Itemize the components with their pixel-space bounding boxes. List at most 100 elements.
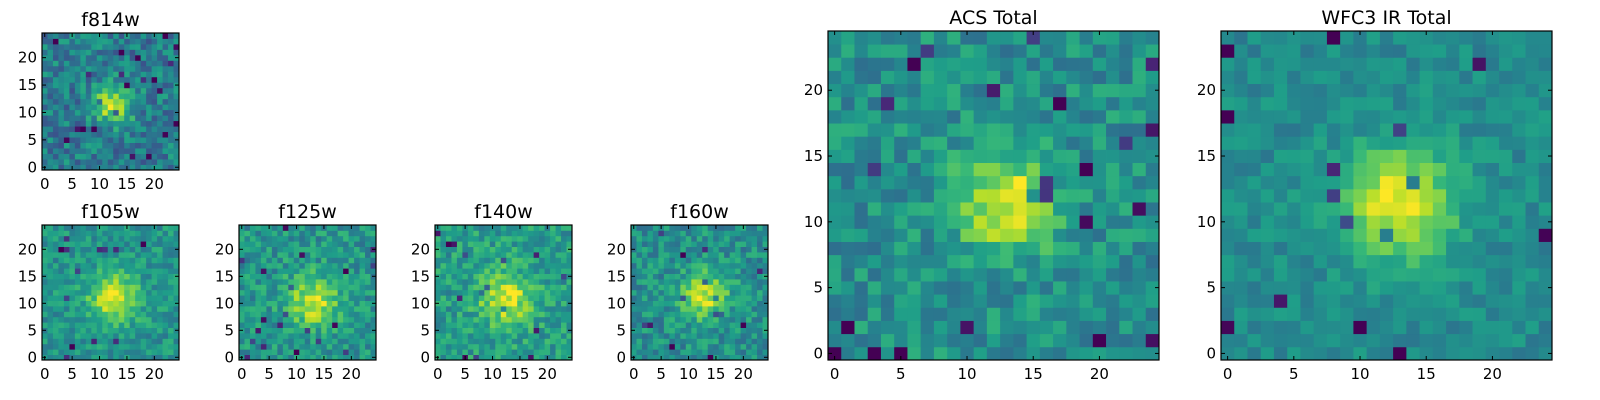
heatmap-cell (102, 306, 109, 312)
heatmap-cell (1221, 57, 1235, 71)
heatmap-cell (271, 338, 278, 345)
heatmap-cell (669, 225, 676, 231)
heatmap-cell (947, 31, 961, 45)
heatmap-cell (467, 343, 474, 350)
heatmap-cell (544, 338, 551, 345)
heatmap-cell (91, 148, 98, 154)
heatmap-cell (58, 38, 65, 45)
heatmap-cell (1273, 123, 1288, 137)
heatmap-cell (1459, 320, 1473, 335)
heatmap-cell (561, 235, 567, 242)
heatmap-cell (151, 137, 158, 143)
heatmap-cell (85, 241, 92, 247)
heatmap-cell (445, 257, 452, 264)
heatmap-cell (266, 289, 273, 296)
heatmap-cell (506, 268, 513, 274)
heatmap-cell (288, 327, 295, 334)
heatmap-cell (641, 225, 648, 231)
heatmap-cell (146, 311, 152, 318)
heatmap-cell (1313, 228, 1328, 242)
heatmap-cell (555, 230, 562, 237)
heatmap-cell (80, 333, 87, 339)
heatmap-cell (107, 38, 114, 45)
heatmap-cell (80, 115, 87, 122)
heatmap-cell (1221, 149, 1235, 163)
heatmap-cell (282, 338, 289, 345)
heatmap-cell (1459, 136, 1473, 150)
heatmap-cell (1446, 70, 1460, 85)
heatmap-cell (135, 295, 142, 301)
heatmap-cell (249, 343, 256, 350)
heatmap-cell (828, 162, 842, 177)
heatmap-cell (129, 164, 136, 171)
heatmap-cell (113, 252, 120, 258)
heatmap-cell (566, 225, 573, 231)
heatmap-cell (102, 49, 109, 56)
heatmap-cell (751, 241, 758, 247)
heatmap-cell (135, 316, 142, 323)
heatmap-cell (566, 322, 573, 328)
heatmap-cell (539, 333, 545, 339)
heatmap-cell (718, 343, 725, 350)
heatmap-cell (244, 268, 251, 274)
heatmap-cell (933, 202, 948, 216)
heatmap-cell (47, 284, 54, 291)
heatmap-cell (674, 338, 681, 345)
heatmap-cell (467, 262, 474, 269)
heatmap-cell (533, 349, 540, 355)
heatmap-cell (1340, 333, 1354, 348)
heatmap-cell (1053, 96, 1067, 111)
heatmap-cell (522, 322, 529, 328)
heatmap-cell (129, 54, 136, 61)
x-tick-label: 15 (1417, 365, 1436, 383)
heatmap-cell (260, 225, 267, 231)
heatmap-cell (1221, 254, 1235, 269)
heatmap-cell (718, 262, 725, 269)
heatmap-cell (1013, 215, 1027, 229)
heatmap-cell (135, 54, 142, 61)
heatmap-cell (58, 289, 65, 296)
heatmap-cell (495, 284, 502, 291)
heatmap-cell (47, 49, 54, 56)
heatmap-cell (80, 300, 87, 307)
x-tick-label: 20 (145, 175, 164, 193)
heatmap-cell (168, 354, 174, 361)
heatmap-cell (933, 162, 948, 177)
heatmap-cell (1132, 267, 1147, 282)
heatmap-cell (489, 333, 496, 339)
heatmap-cell (1247, 215, 1262, 229)
heatmap-cell (80, 54, 87, 61)
heatmap-cell (326, 252, 333, 258)
heatmap-cell (663, 230, 670, 237)
heatmap-cell (288, 284, 295, 291)
heatmap-cell (1393, 333, 1407, 348)
heatmap-cell (129, 338, 136, 345)
heatmap-cell (288, 279, 295, 285)
heatmap-cell (146, 306, 152, 312)
heatmap-cell (947, 109, 961, 124)
heatmap-cell (550, 316, 556, 323)
heatmap-cell (1247, 320, 1262, 335)
heatmap-cell (135, 338, 142, 345)
heatmap-cell (124, 49, 131, 56)
heatmap-cell (636, 246, 643, 253)
heatmap-cell (484, 252, 491, 258)
heatmap-cell (478, 279, 485, 285)
heatmap-cell (841, 162, 855, 177)
heatmap-cell (528, 295, 535, 301)
heatmap-cell (435, 311, 441, 318)
heatmap-cell (691, 268, 698, 274)
heatmap-cell (484, 316, 491, 323)
heatmap-cell (80, 322, 87, 328)
heatmap-cell (920, 123, 935, 137)
heatmap-cell (69, 65, 76, 72)
heatmap-cell (96, 120, 103, 127)
heatmap-cell (647, 333, 654, 339)
heatmap-cell (113, 82, 120, 89)
heatmap-cell (365, 333, 371, 339)
heatmap-cell (1106, 188, 1120, 203)
heatmap-cell (135, 137, 142, 143)
heatmap-cell (1260, 83, 1275, 98)
heatmap-cell (1446, 175, 1460, 190)
heatmap-cell (74, 126, 81, 133)
